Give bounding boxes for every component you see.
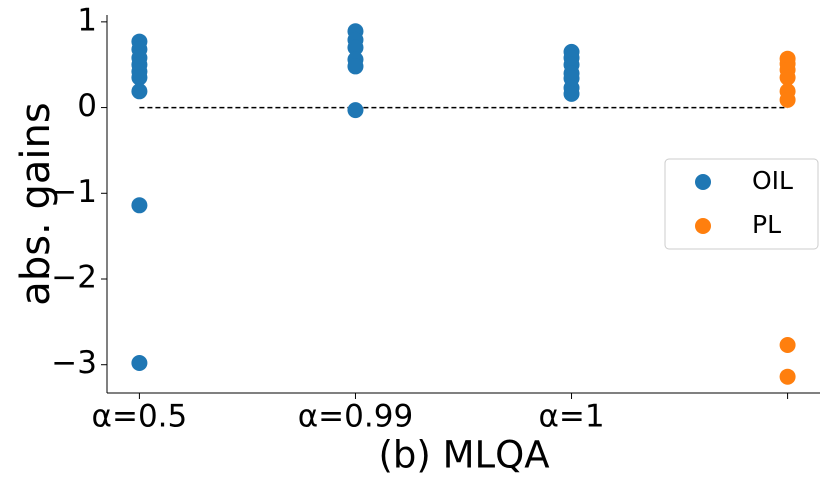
point xyxy=(131,69,148,86)
legend-box xyxy=(664,158,819,250)
point xyxy=(131,83,148,100)
x-axis-label: (b) MLQA xyxy=(378,434,549,477)
point xyxy=(779,337,796,353)
point xyxy=(131,355,148,371)
point xyxy=(779,91,796,108)
legend-marker xyxy=(695,218,711,234)
x-tick-label: α=0.5 xyxy=(92,399,188,435)
point xyxy=(347,39,364,56)
point xyxy=(779,368,796,385)
x-tick-label: α=0.99 xyxy=(298,399,413,435)
point xyxy=(131,197,148,214)
y-axis-label: abs. gains xyxy=(13,102,59,305)
y-tick-label: 0 xyxy=(77,88,97,124)
point xyxy=(779,69,796,86)
legend-label: OIL xyxy=(752,166,793,195)
y-tick-label: −2 xyxy=(51,260,97,296)
y-tick-label: −3 xyxy=(51,345,97,381)
point xyxy=(347,102,364,119)
y-tick-label: −1 xyxy=(51,174,97,210)
x-tick-label: α=1 xyxy=(538,399,604,435)
y-tick-label: 1 xyxy=(77,2,97,38)
legend-label: PL xyxy=(752,210,781,239)
legend-marker xyxy=(695,174,711,190)
point xyxy=(347,58,364,75)
point xyxy=(563,85,580,102)
